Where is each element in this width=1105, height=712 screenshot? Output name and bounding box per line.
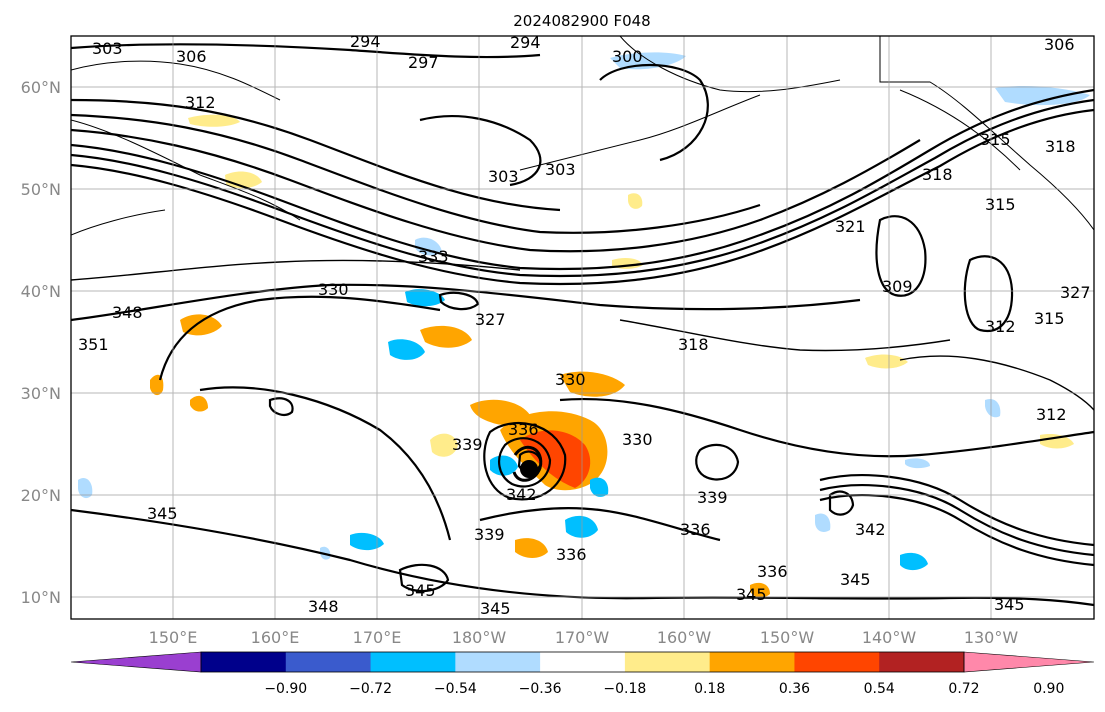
longitude-axis: 150°E 160°E 170°E 180°W 170°W 160°W 150°… [149,628,1019,647]
contour-label: 294 [510,33,541,52]
contour-label: 297 [408,53,439,72]
contour-label: 327 [475,310,506,329]
map-frame [70,35,1095,620]
lon-tick-label: 170°E [353,628,402,647]
colorbar-tick-label: 0.72 [948,681,979,697]
colorbar-tick-label: 0.36 [779,681,810,697]
contour-label: 336 [757,562,788,581]
colorbar-bin [201,652,287,672]
colorbar-bin [370,652,456,672]
lat-tick-label: 50°N [21,180,61,199]
contour-label: 303 [488,167,519,186]
lon-tick-label: 180°W [452,628,507,647]
contour-label: 330 [555,370,586,389]
contour-label: 294 [350,32,381,51]
contour-label: 345 [840,570,871,589]
latitude-axis: 60°N 50°N 40°N 30°N 20°N 10°N [21,78,61,607]
lat-tick-label: 40°N [21,282,61,301]
contour-label: 315 [1034,309,1065,328]
lon-tick-label: 150°W [760,628,815,647]
coastlines [71,36,1094,236]
contour-label: 300 [612,47,643,66]
lon-tick-label: 170°W [555,628,610,647]
negative-shading [78,52,1090,571]
lon-tick-label: 130°W [964,628,1019,647]
contour-label: 312 [185,93,216,112]
contour-label: 345 [736,585,767,604]
contour-label: 345 [405,581,436,600]
contour-label: 345 [480,599,511,618]
colorbar-bin [624,652,711,672]
contour-label: 306 [176,47,207,66]
contour-label: 327 [1060,283,1091,302]
contour-label: 336 [508,420,539,439]
colorbar-tick-label: −0.90 [264,681,307,697]
colorbar-bin [879,652,965,672]
contour-label: 306 [1044,35,1075,54]
colorbar-tick-label: −0.72 [349,681,392,697]
contour-label: 318 [678,335,709,354]
contour-label: 315 [980,130,1011,149]
contour-label: 318 [1045,137,1076,156]
lat-tick-label: 30°N [21,384,61,403]
contour-label: 342 [855,520,886,539]
colorbar-bin [285,652,372,672]
lon-tick-label: 160°E [251,628,300,647]
colorbar-tick-label: −0.36 [519,681,562,697]
colorbar-bin [709,652,795,672]
lon-tick-label: 140°W [862,628,917,647]
colorbar-tick-label: −0.54 [434,681,477,697]
contour-label: 312 [1036,405,1067,424]
contour-labels: 303 306 294 297 294 300 306 312 303 303 … [78,32,1091,618]
colorbar-bin [455,652,541,672]
lat-tick-label: 10°N [21,588,61,607]
colorbar-bin [794,652,880,672]
tropical-cyclone-center [512,445,543,482]
colorbar-tick-label: 0.18 [694,681,725,697]
contour-label: 339 [452,435,483,454]
colorbar-frame [200,651,965,673]
contour-label: 315 [985,195,1016,214]
contour-label: 348 [112,303,143,322]
colorbar-tick-label: 0.54 [864,681,895,697]
contour-label: 312 [985,317,1016,336]
colorbar-tick-label: 0.90 [1033,681,1064,697]
colorbar: −0.90 −0.72 −0.54 −0.36 −0.18 0.18 0.36 0.54 0.7… [70,651,1095,697]
contour-label: 342 [506,485,537,504]
contour-label: 339 [474,525,505,544]
contour-label: 321 [835,217,866,236]
map-title: 2024082900 F048 [513,12,650,30]
colorbar-bin [540,652,626,672]
contour-label: 303 [545,160,576,179]
contour-label: 333 [418,247,449,266]
contour-label: 336 [556,545,587,564]
contour-label: 303 [92,39,123,58]
contour-label: 351 [78,335,109,354]
contour-label: 348 [308,597,339,616]
contour-label: 330 [622,430,653,449]
contour-label: 309 [882,277,913,296]
contour-label: 330 [318,280,349,299]
contour-label: 339 [697,488,728,507]
lon-tick-label: 160°W [657,628,712,647]
colorbar-tick-label: −0.18 [603,681,646,697]
contour-label: 318 [922,165,953,184]
contour-label: 345 [147,504,178,523]
colorbar-extend-min [70,651,202,673]
lat-tick-label: 60°N [21,78,61,97]
contour-label: 345 [994,595,1025,614]
contour-label: 336 [680,520,711,539]
map-panel: 303 306 294 297 294 300 306 312 303 303 … [70,32,1095,620]
lat-tick-label: 20°N [21,486,61,505]
graticule [71,36,1094,619]
lon-tick-label: 150°E [149,628,198,647]
colorbar-extend-max [963,651,1095,673]
